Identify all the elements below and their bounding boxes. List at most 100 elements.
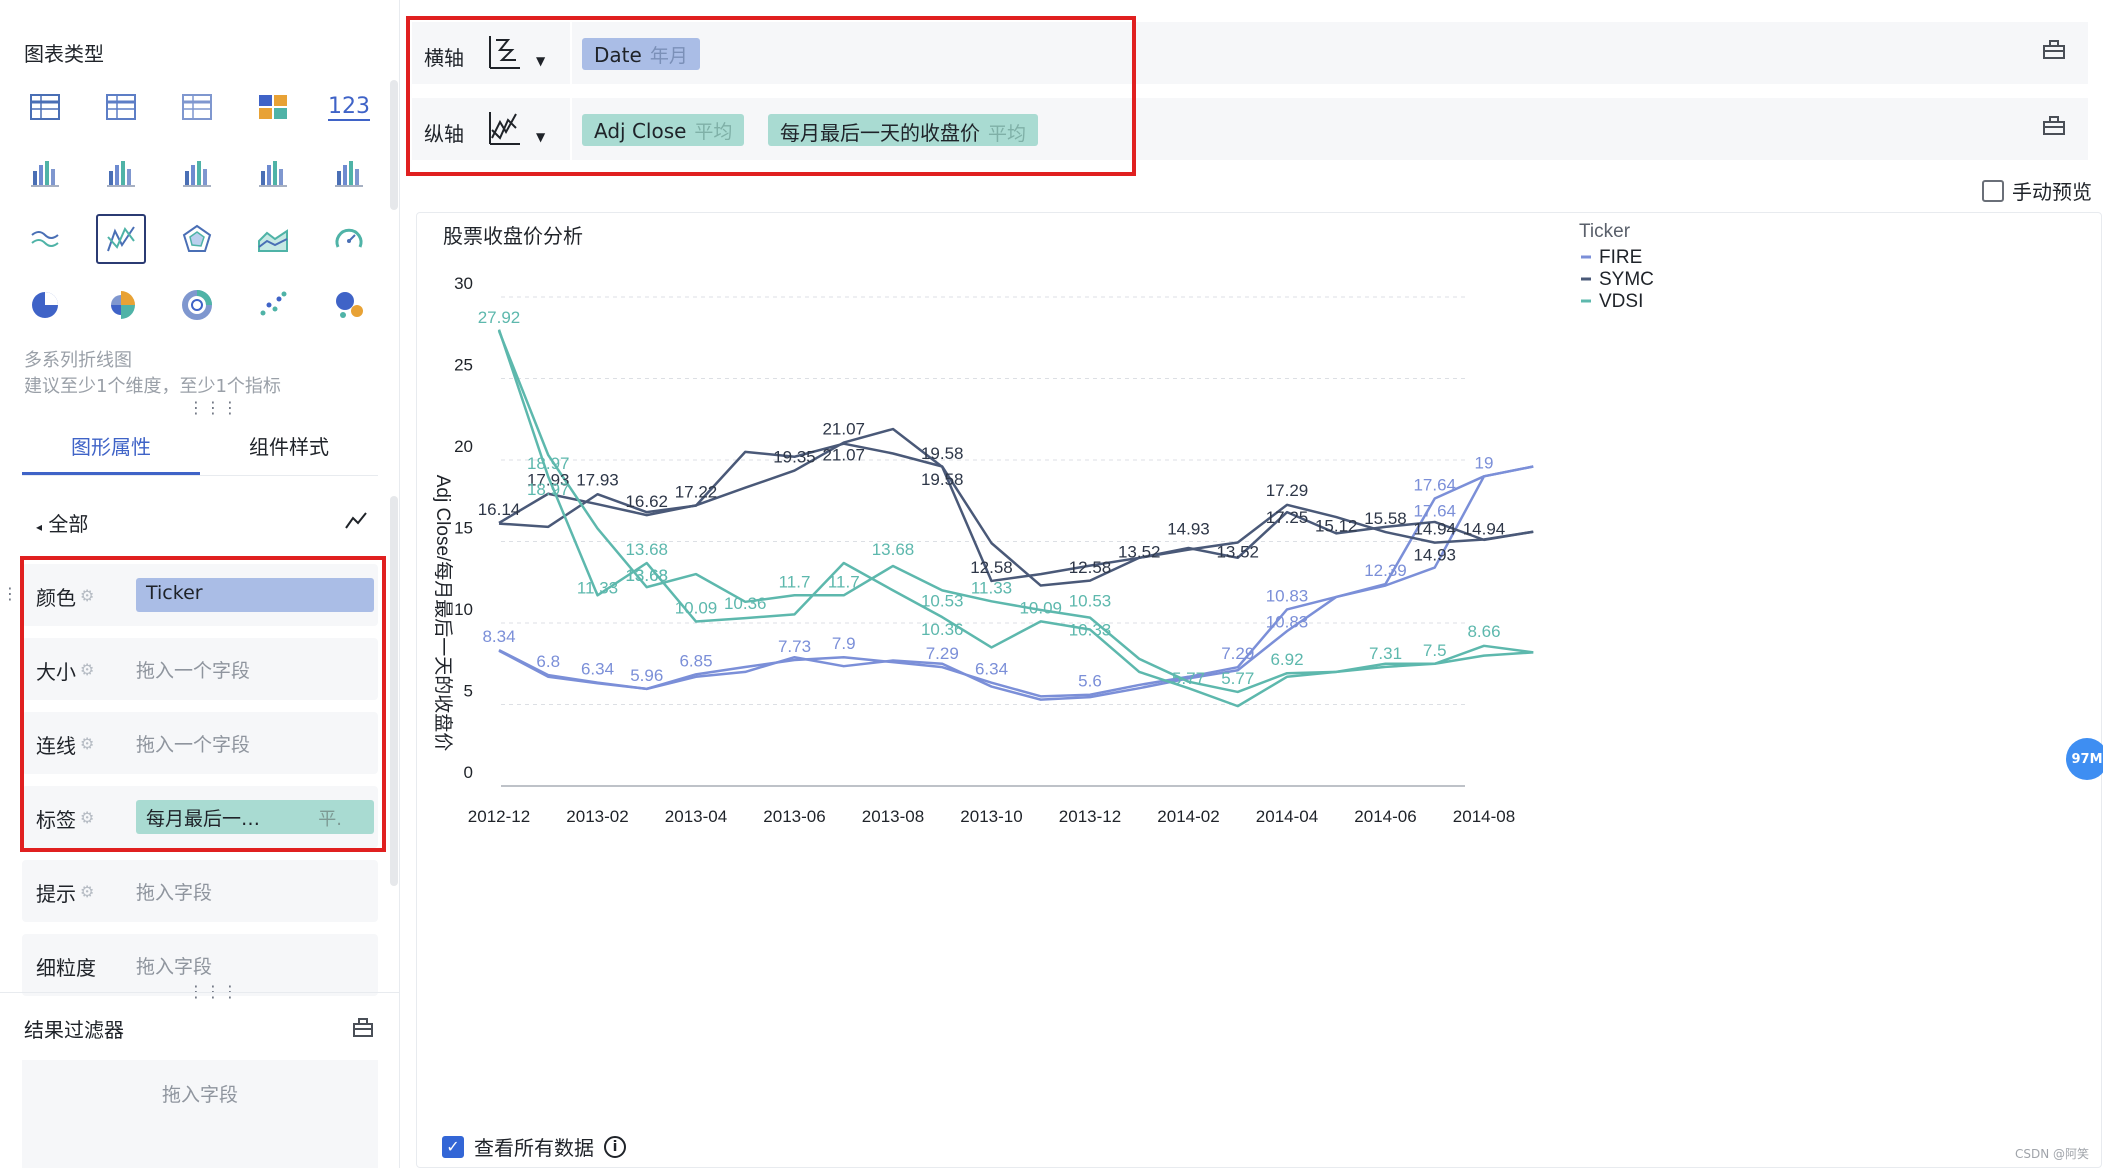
scrollbar-top[interactable] — [390, 80, 398, 210]
data-label-vdsi: 10.36 — [921, 620, 964, 639]
color-field-pill[interactable]: Ticker — [136, 578, 374, 612]
y-tick-label: 25 — [454, 356, 473, 375]
gear-icon[interactable]: ⚙ — [80, 660, 95, 679]
detail-table-icon[interactable] — [172, 82, 222, 132]
granularity-drop-zone[interactable]: 拖入字段 — [136, 956, 213, 978]
pivot-table-icon[interactable] — [96, 82, 146, 132]
legend-item-fire: FIRE — [1599, 247, 1642, 268]
y-axis-type-icon[interactable] — [484, 108, 524, 148]
horizontal-bar-icon[interactable] — [248, 148, 298, 198]
manual-preview-checkbox[interactable] — [1982, 179, 2004, 202]
data-label-fire: 7.29 — [926, 644, 959, 663]
view-all-data-toggle[interactable]: ✓ 查看所有数据 i — [442, 1132, 626, 1161]
multi-series-line-icon[interactable] — [96, 214, 146, 264]
chart-type-grid: 123 — [20, 82, 380, 346]
x-axis-type-icon[interactable] — [484, 32, 524, 72]
x-axis-label: 横轴 — [424, 46, 464, 70]
chart-type-cell — [172, 280, 248, 346]
view-all-checkbox[interactable]: ✓ — [442, 1135, 464, 1158]
gear-icon[interactable]: ⚙ — [80, 808, 95, 827]
prop-label-label: 标签 — [36, 808, 76, 832]
kpi-cards-icon[interactable] — [248, 82, 298, 132]
chart-type-cell — [248, 214, 324, 280]
data-label-fire: 6.8 — [536, 652, 560, 671]
y-field-pill-adj-close[interactable]: Adj Close 平均 — [582, 114, 745, 146]
row-drag-icon[interactable]: ⋮ — [2, 584, 19, 603]
chart-type-cell — [248, 280, 324, 346]
label-field-pill[interactable]: 每月最后一… 平. — [136, 800, 374, 834]
y-axis-row: 纵轴 ▼ Adj Close 平均 每月最后一天的收盘价 平均 — [412, 98, 2088, 160]
tab-graphic-properties[interactable]: 图形属性 — [22, 424, 200, 475]
rose-pie-icon[interactable] — [96, 280, 146, 330]
donut-icon[interactable] — [172, 280, 222, 330]
data-label-symc: 19.35 — [773, 448, 816, 467]
data-label-symc: 13.52 — [1118, 543, 1161, 562]
memory-badge[interactable]: 97M — [2066, 738, 2103, 780]
size-drop-zone[interactable]: 拖入一个字段 — [136, 660, 251, 682]
caret-down-icon[interactable]: ▼ — [536, 130, 546, 144]
data-label-vdsi: 11.7 — [828, 572, 860, 591]
drag-handle-icon[interactable]: ⋮⋮⋮ — [188, 398, 239, 417]
selected-chart-type-name: 多系列折线图 — [24, 350, 132, 371]
data-label-vdsi: 13.68 — [625, 566, 668, 585]
pie-icon[interactable] — [20, 280, 70, 330]
chart-type-cell — [96, 148, 172, 214]
bar-icon[interactable] — [172, 148, 222, 198]
gear-icon[interactable]: ⚙ — [80, 586, 95, 605]
x-axis-row: 横轴 ▼ Date 年月 — [412, 22, 2088, 84]
data-label-symc: 17.93 — [527, 471, 570, 490]
filter-action-icon[interactable] — [352, 1016, 374, 1038]
connect-drop-zone[interactable]: 拖入一个字段 — [136, 734, 251, 756]
multi-line-icon[interactable] — [20, 214, 70, 264]
data-label-vdsi: 10.09 — [675, 599, 718, 618]
chart-type-cell: 123 — [324, 82, 400, 148]
number-icon[interactable]: 123 — [324, 82, 374, 132]
y-axis-action-icon[interactable] — [2042, 114, 2066, 136]
data-label-fire: 10.83 — [1266, 586, 1309, 605]
chart-title: 股票收盘价分析 — [443, 225, 583, 248]
drag-handle-icon[interactable]: ⋮⋮⋮ — [188, 982, 239, 1001]
x-tick-label: 2013-04 — [665, 807, 727, 826]
caret-down-icon[interactable]: ▼ — [536, 54, 546, 68]
gear-icon[interactable]: ⚙ — [80, 882, 95, 901]
tooltip-drop-zone[interactable]: 拖入字段 — [136, 882, 213, 904]
bubble-icon[interactable] — [324, 280, 374, 330]
x-tick-label: 2014-08 — [1453, 807, 1515, 826]
line-chart-icon[interactable] — [344, 510, 368, 532]
y-tick-label: 15 — [454, 519, 473, 538]
chart-type-cell — [172, 214, 248, 280]
x-tick-label: 2013-10 — [960, 807, 1022, 826]
stacked-bar-icon[interactable] — [20, 148, 70, 198]
result-filter-title: 结果过滤器 — [24, 1018, 124, 1042]
scrollbar-props[interactable] — [390, 496, 398, 886]
table-icon[interactable] — [20, 82, 70, 132]
chart-type-cell — [172, 148, 248, 214]
tab-component-style[interactable]: 组件样式 — [249, 435, 329, 459]
waterfall-icon[interactable] — [324, 148, 374, 198]
data-label-vdsi: 13.68 — [625, 566, 668, 585]
data-label-fire: 10.83 — [1266, 612, 1309, 631]
data-label-vdsi: 27.92 — [478, 308, 521, 327]
x-axis-action-icon[interactable] — [2042, 38, 2066, 60]
gear-icon[interactable]: ⚙ — [80, 734, 95, 753]
data-label-vdsi: 10.33 — [1069, 621, 1112, 640]
data-label-symc: 13.52 — [1216, 543, 1259, 562]
all-properties-toggle[interactable]: ◂ 全部 — [36, 508, 88, 537]
data-label-symc: 14.94 — [1463, 519, 1506, 538]
chart-type-cell — [20, 280, 96, 346]
data-label-vdsi: 10.53 — [921, 591, 964, 610]
result-filter-drop-zone[interactable]: 拖入字段 — [22, 1060, 378, 1168]
x-field-pill[interactable]: Date 年月 — [582, 38, 700, 70]
grouped-bar-icon[interactable] — [96, 148, 146, 198]
y-field-pill-month-end[interactable]: 每月最后一天的收盘价 平均 — [768, 114, 1039, 146]
manual-preview-toggle[interactable]: 手动预览 — [1982, 176, 2092, 205]
scatter-icon[interactable] — [248, 280, 298, 330]
selected-chart-type-hint: 建议至少1个维度，至少1个指标 — [24, 376, 281, 397]
radar-icon[interactable] — [172, 214, 222, 264]
gauge-icon[interactable] — [324, 214, 374, 264]
data-label-vdsi: 13.68 — [625, 540, 668, 559]
y-axis-title: Adj Close/每月最后一天的收盘价 — [432, 475, 454, 752]
info-icon[interactable]: i — [604, 1135, 626, 1158]
number-icon-text: 123 — [328, 93, 370, 121]
area-icon[interactable] — [248, 214, 298, 264]
